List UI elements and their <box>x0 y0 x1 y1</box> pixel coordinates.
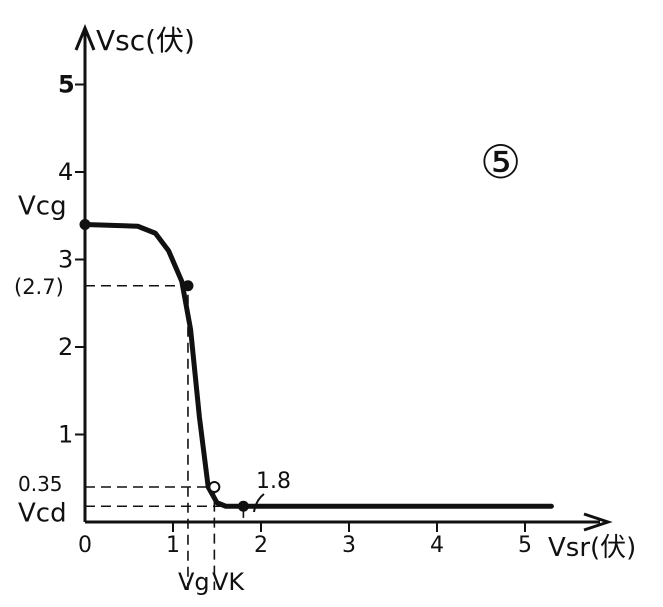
dashed-guides <box>85 284 245 590</box>
y-tick-label: 4 <box>58 158 73 186</box>
point-1-8 <box>237 500 249 512</box>
y-axis-arrow <box>74 24 96 51</box>
point-1-8-label: 1.8 <box>256 469 291 494</box>
axis-ticks <box>75 83 526 532</box>
x-tick-label: 1 <box>166 533 180 558</box>
point-1-8-leader <box>253 493 265 513</box>
tick-labels: 0 1 2 3 4 5 1 2 3 4 5 <box>58 71 532 559</box>
vcg-point <box>79 219 91 230</box>
vk-label: VK <box>212 568 245 596</box>
x-axis-label: Vsr(伏) <box>548 533 636 563</box>
x-tick-label: 3 <box>342 533 356 558</box>
y-tick-label: 2 <box>58 333 73 361</box>
vk-value-label: 0.35 <box>18 472 63 496</box>
vcd-guide <box>85 505 245 522</box>
circled-number-badge: ⑤ <box>480 135 521 189</box>
marked-points <box>79 219 249 512</box>
vcd-label: Vcd <box>18 498 67 528</box>
vcg-label: Vcg <box>18 192 67 222</box>
knee-value-label: (2.7) <box>14 275 64 299</box>
y-tick-label: 1 <box>58 421 73 449</box>
knee-point <box>182 280 194 292</box>
x-tick-label: 2 <box>254 533 268 558</box>
x-axis-arrow <box>583 512 613 532</box>
x-tick-label: 0 <box>78 533 92 558</box>
series-line <box>82 222 554 509</box>
axes <box>74 24 613 532</box>
x-tick-label: 5 <box>518 533 532 558</box>
y-axis-label: Vsc(伏) <box>96 24 195 57</box>
x-tick-label: 4 <box>430 533 444 558</box>
vk-point <box>208 481 221 493</box>
y-tick-label: 5 <box>58 71 75 99</box>
y-tick-label: 3 <box>58 246 73 274</box>
vg-label: Vg <box>178 568 210 596</box>
